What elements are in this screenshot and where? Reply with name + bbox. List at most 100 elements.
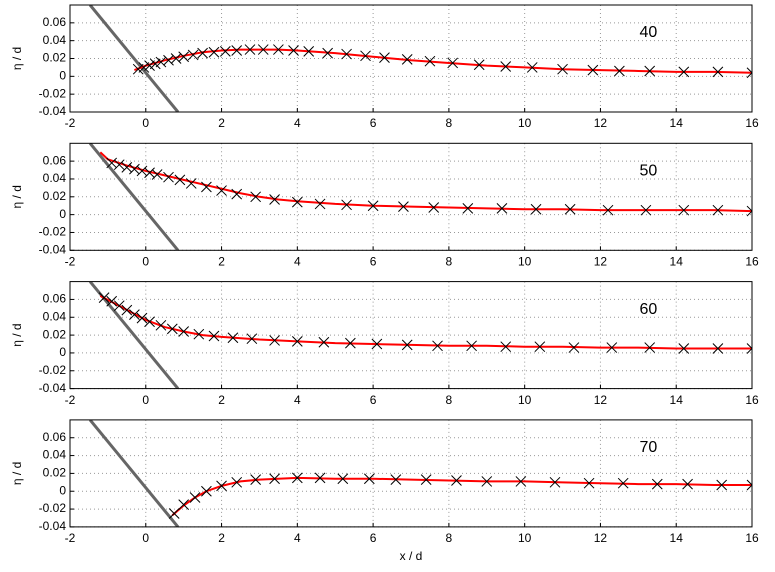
y-tick-label: -0.04 [39, 381, 67, 395]
marker [244, 44, 256, 55]
marker [197, 47, 208, 59]
y-axis-label: η / d [10, 47, 24, 70]
plot-frame [69, 281, 753, 390]
marker [614, 65, 625, 77]
marker [201, 181, 212, 193]
marker [500, 341, 512, 353]
marker [257, 44, 269, 55]
marker [398, 201, 409, 212]
marker [318, 336, 330, 348]
marker [250, 191, 262, 203]
x-tick-label: -2 [65, 393, 76, 407]
marker [208, 330, 220, 342]
x-tick-label: 6 [370, 531, 377, 545]
marker [121, 162, 133, 173]
y-tick-label: 0.06 [43, 15, 67, 29]
marker [106, 157, 118, 169]
marker [534, 341, 546, 353]
x-tick-label: 4 [294, 531, 301, 545]
y-tick-label: 0 [59, 483, 66, 497]
x-tick-label: 8 [446, 254, 453, 268]
x-tick-label: 2 [218, 531, 225, 545]
y-tick-label: 0 [59, 345, 66, 359]
marker [716, 479, 728, 491]
marker [185, 178, 197, 189]
marker [178, 51, 190, 63]
marker [401, 54, 413, 65]
marker [138, 62, 150, 73]
marker [113, 159, 125, 171]
marker [363, 473, 375, 485]
marker [322, 47, 333, 59]
marker [432, 340, 443, 352]
marker [314, 198, 326, 210]
marker [617, 477, 629, 489]
marker [189, 492, 201, 503]
x-axis-label: x / d [400, 549, 423, 563]
x-tick-label: 4 [294, 116, 301, 130]
marker [549, 476, 561, 488]
y-tick-label: 0 [59, 207, 66, 221]
x-tick-label: 8 [446, 393, 453, 407]
x-tick-label: 12 [594, 254, 608, 268]
marker [98, 292, 110, 304]
x-tick-label: 14 [670, 393, 684, 407]
marker [231, 476, 243, 488]
y-tick-label: 0.06 [43, 430, 67, 444]
y-tick-label: 0.04 [43, 33, 67, 47]
marker [466, 340, 477, 352]
y-axis-label: η / d [10, 462, 24, 485]
marker [174, 174, 186, 186]
marker [379, 52, 390, 63]
marker [447, 57, 459, 69]
x-tick-label: 4 [294, 254, 301, 268]
marker [746, 67, 752, 79]
x-tick-label: -2 [65, 116, 76, 130]
annotation: 40 [639, 24, 657, 41]
y-tick-label: 0 [59, 69, 66, 83]
marker [132, 63, 144, 75]
marker [678, 66, 690, 78]
subplot: -2 0 2 4 6 8 10 12 14 16 -0.04 -0.02 0 0.02 0.04 0.06 40… [10, 4, 759, 130]
x-tick-label: 14 [670, 531, 684, 545]
y-axis-label: η / d [10, 185, 24, 208]
marker [178, 326, 190, 337]
marker [144, 167, 155, 179]
marker [269, 335, 280, 346]
x-tick-label: 6 [370, 116, 377, 130]
marker [712, 66, 724, 78]
marker [530, 203, 542, 215]
plot-content [88, 281, 752, 389]
x-tick-label: 16 [745, 531, 759, 545]
x-tick-label: 16 [745, 116, 759, 130]
y-tick-label: 0.06 [43, 292, 67, 306]
marker [168, 508, 180, 519]
marker [746, 343, 752, 354]
marker [557, 63, 568, 75]
x-tick-label: 14 [670, 254, 684, 268]
x-tick-label: 12 [594, 531, 608, 545]
subplot: -2 0 2 4 6 8 10 12 14 16 -0.04 -0.02 0 0.02 0.04 0.06 70… [10, 419, 759, 563]
marker [526, 62, 538, 73]
marker [155, 319, 167, 331]
plot-content [88, 419, 752, 527]
marker [568, 342, 580, 353]
x-tick-label: 16 [745, 254, 759, 268]
marker [208, 46, 220, 58]
y-axis-label: η / d [10, 323, 24, 346]
x-tick-label: 12 [594, 393, 608, 407]
y-tick-label: 0.02 [43, 327, 67, 341]
marker [303, 46, 315, 57]
line [171, 476, 752, 517]
annotation: 60 [639, 301, 657, 318]
x-tick-label: 6 [370, 393, 377, 407]
marker [746, 205, 752, 217]
marker [178, 499, 190, 510]
marker [424, 55, 436, 67]
marker [314, 472, 326, 484]
x-tick-label: 8 [446, 116, 453, 130]
marker [678, 343, 690, 354]
x-tick-label: 6 [370, 254, 377, 268]
marker [291, 196, 303, 208]
